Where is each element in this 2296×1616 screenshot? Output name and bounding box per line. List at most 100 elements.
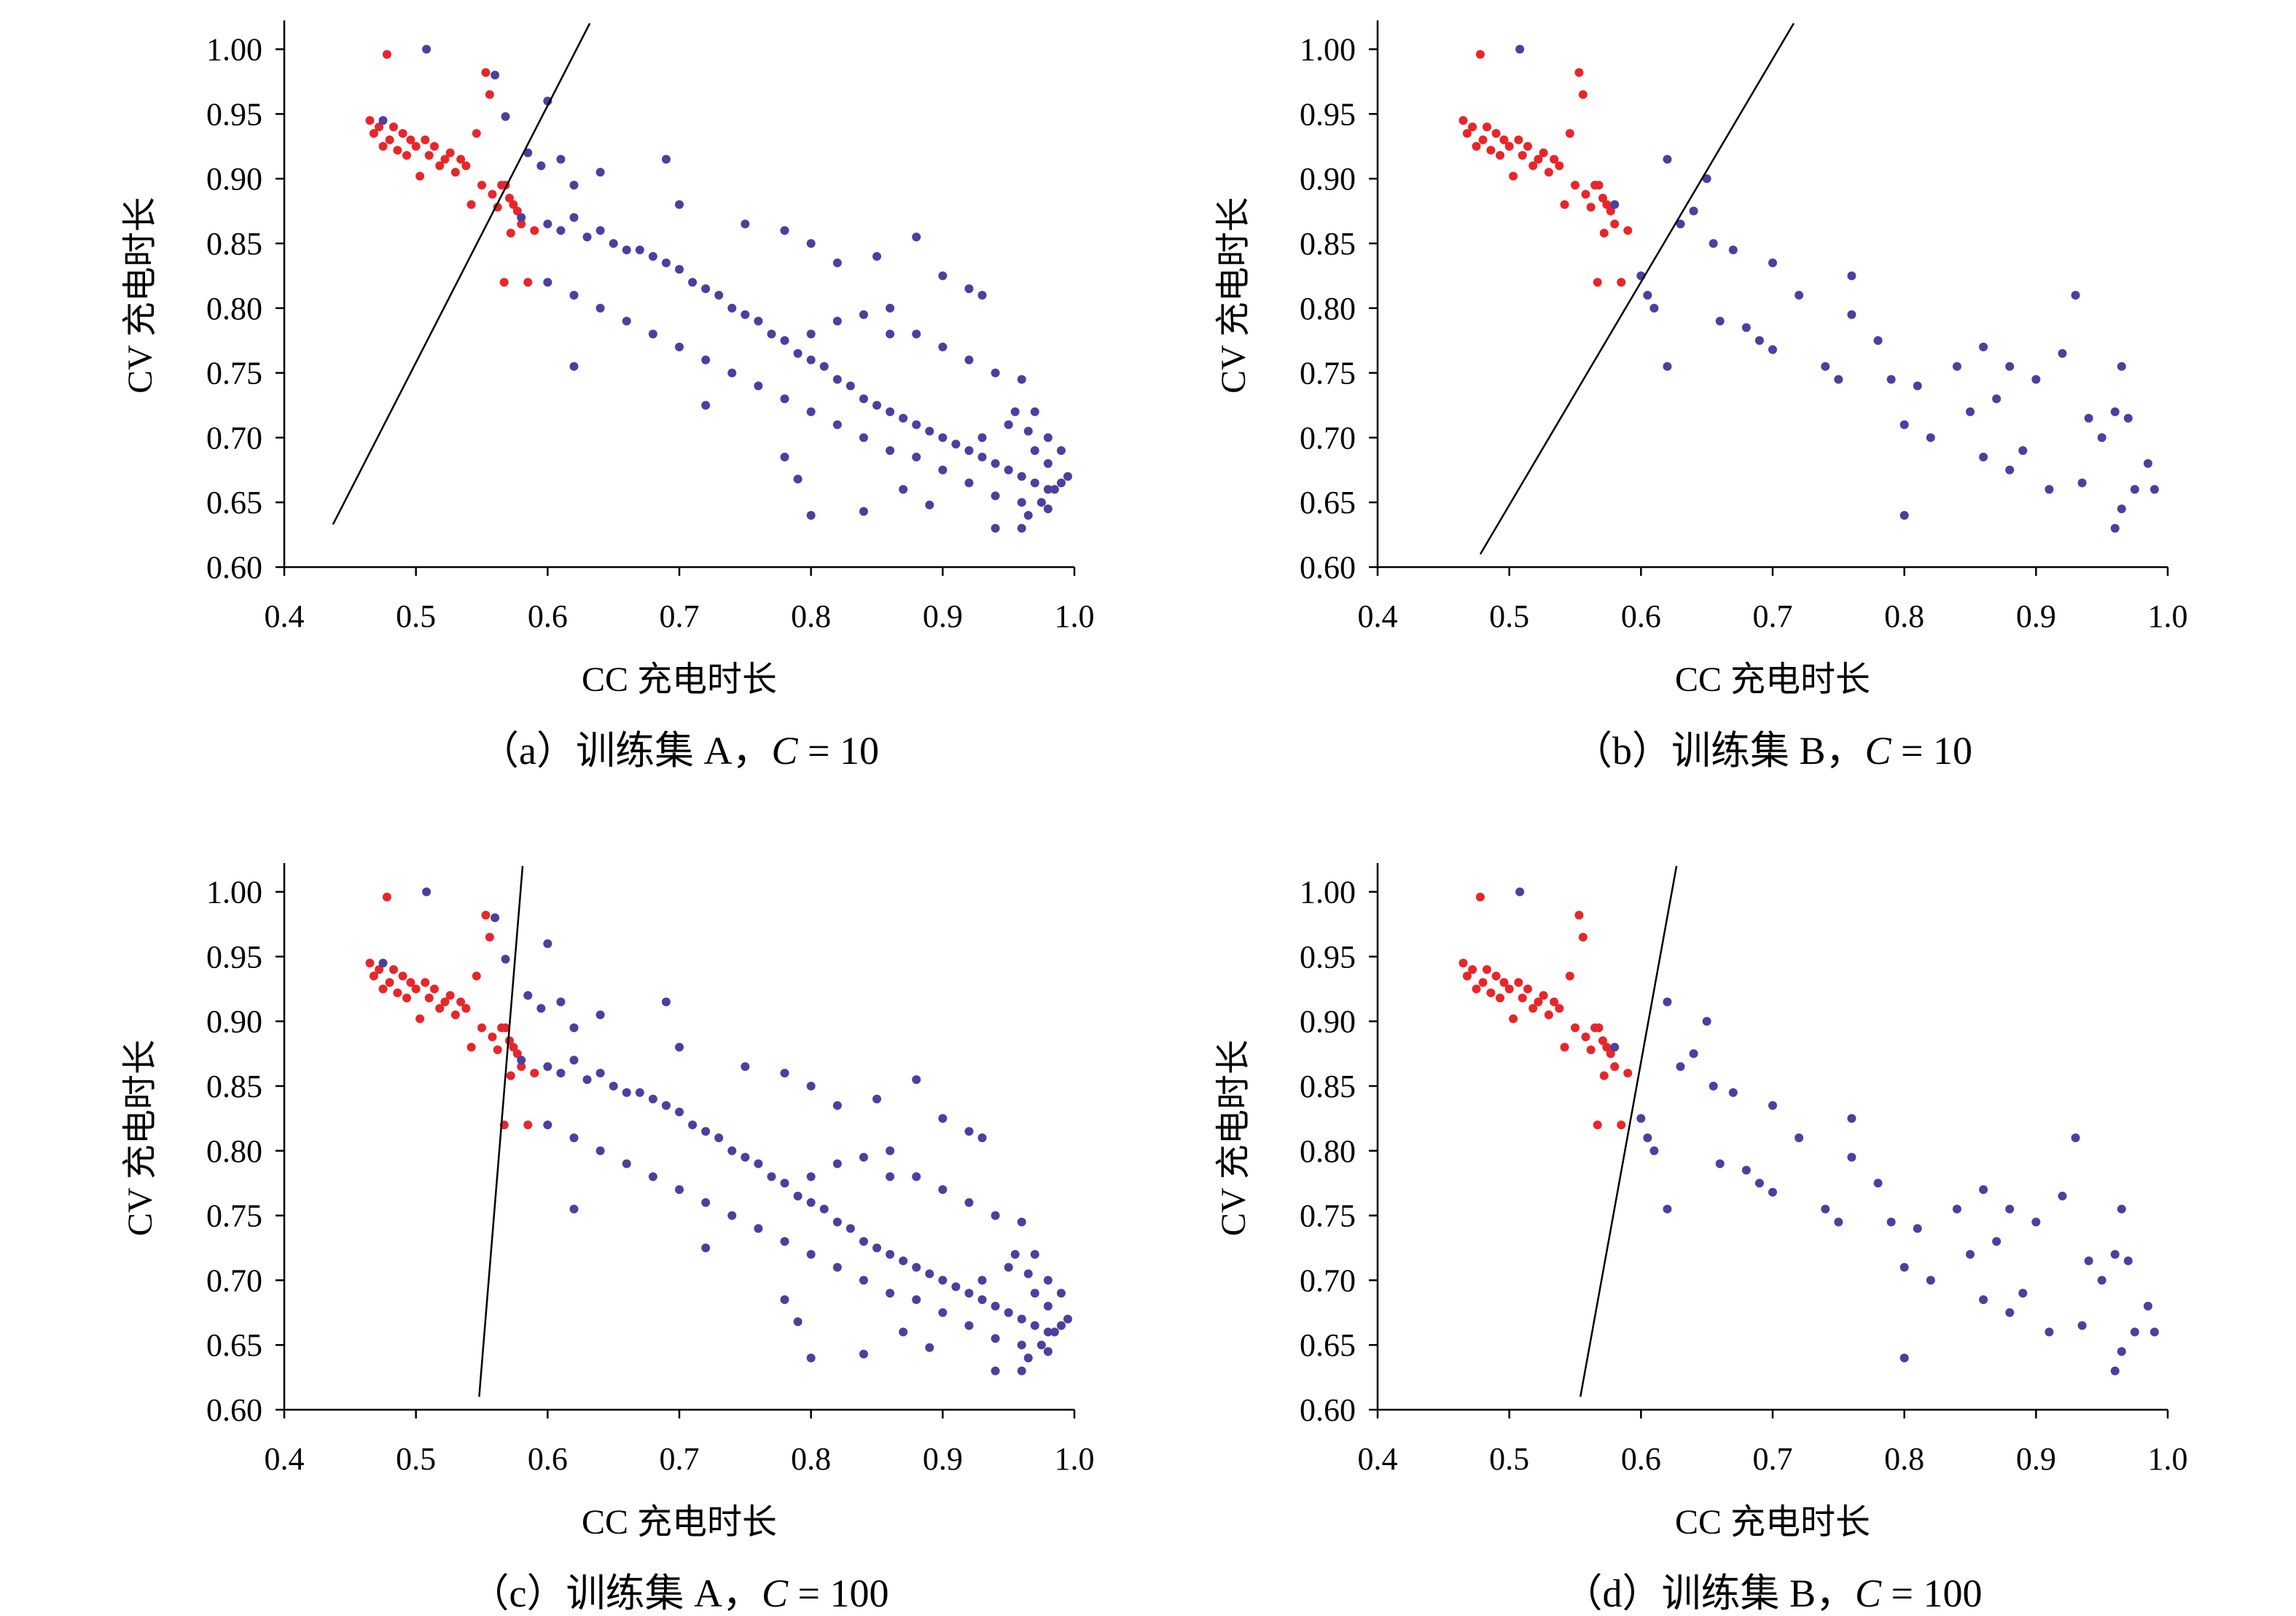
scatter-point-class-blue <box>964 478 974 488</box>
scatter-point-class-blue <box>701 1243 711 1252</box>
scatter-point-class-red <box>1594 1023 1604 1033</box>
scatter-point-class-red <box>466 200 476 209</box>
x-tick-label: 0.4 <box>265 598 305 634</box>
scatter-point-class-blue <box>701 400 711 410</box>
scatter-point-class-blue <box>1702 174 1711 184</box>
scatter-point-class-blue <box>543 1062 552 1072</box>
scatter-point-class-blue <box>899 1327 908 1337</box>
scatter-point-class-blue <box>991 1334 1000 1343</box>
scatter-point-class-blue <box>1010 1249 1020 1259</box>
scatter-point-class-blue <box>1017 523 1026 533</box>
scatter-point-class-red <box>472 128 481 138</box>
scatter-point-class-blue <box>938 465 948 475</box>
scatter-point-class-blue <box>1768 1187 1777 1197</box>
scatter-point-class-red <box>1602 200 1612 209</box>
scatter-point-class-blue <box>886 407 895 416</box>
scatter-point-class-blue <box>925 500 934 510</box>
scatter-point-class-blue <box>1043 1347 1053 1357</box>
x-tick-label: 1.0 <box>2148 1441 2188 1477</box>
scatter-point-class-blue <box>977 453 987 462</box>
scatter-point-class-blue <box>2058 348 2067 358</box>
scatter-point-class-blue <box>1768 345 1777 354</box>
scatter-point-class-blue <box>846 1224 855 1233</box>
scatter-point-class-red <box>1523 984 1532 994</box>
y-tick-label: 0.75 <box>1300 1198 1356 1234</box>
scatter-point-class-blue <box>793 1191 803 1201</box>
scatter-point-class-blue <box>938 433 948 442</box>
scatter-point-class-blue <box>596 1146 605 1155</box>
scatter-point-class-blue <box>569 1133 579 1142</box>
scatter-point-class-red <box>488 1032 497 1042</box>
scatter-point-class-blue <box>938 343 948 352</box>
scatter-point-class-blue <box>991 368 1000 378</box>
caption-part: = 10 <box>1891 729 1972 773</box>
scatter-point-class-red <box>1555 1004 1564 1013</box>
scatter-point-class-blue <box>727 303 737 313</box>
y-tick-label: 0.60 <box>206 550 262 585</box>
scatter-point-class-blue <box>991 458 1000 468</box>
x-axis-label: CC 充电时长 <box>1675 660 1870 699</box>
scatter-point-class-blue <box>1992 1237 2002 1246</box>
scatter-point-class-blue <box>1689 206 1698 216</box>
scatter-point-class-blue <box>806 407 816 416</box>
scatter-point-class-blue <box>1056 1321 1066 1330</box>
scatter-point-class-red <box>1468 965 1477 975</box>
scatter-point-class-red <box>1539 991 1548 1000</box>
scatter-point-class-red <box>517 219 526 229</box>
scatter-point-class-blue <box>556 155 566 164</box>
caption-part: C <box>1865 729 1892 773</box>
scatter-point-class-blue <box>806 1081 816 1090</box>
scatter-point-class-blue <box>648 1094 657 1104</box>
scatter-point-class-red <box>1462 128 1472 138</box>
scatter-point-class-blue <box>832 316 842 326</box>
scatter-point-class-blue <box>819 362 829 371</box>
scatter-point-class-blue <box>912 420 921 429</box>
scatter-point-class-blue <box>912 233 921 242</box>
scatter-point-class-blue <box>582 1075 592 1085</box>
scatter-point-class-red <box>1496 151 1505 160</box>
scatter-point-class-red <box>1504 141 1514 151</box>
scatter-point-class-red <box>421 977 430 987</box>
scatter-point-class-blue <box>754 1159 763 1168</box>
scatter-point-class-blue <box>991 1366 1000 1375</box>
x-axis-label: CC 充电时长 <box>582 1503 777 1542</box>
scatter-point-class-blue <box>2149 485 2159 494</box>
scatter-point-class-blue <box>1643 291 1652 300</box>
scatter-point-class-blue <box>2117 504 2126 514</box>
y-tick-label: 0.80 <box>206 291 262 327</box>
scatter-point-class-blue <box>596 1069 605 1078</box>
scatter-point-class-blue <box>1926 433 1935 442</box>
scatter-point-class-blue <box>543 939 552 948</box>
scatter-point-class-red <box>1617 1120 1626 1130</box>
scatter-point-class-blue <box>859 507 868 516</box>
scatter-point-class-blue <box>609 1081 618 1090</box>
scatter-point-class-blue <box>2005 1308 2015 1317</box>
scatter-point-class-red <box>385 977 394 987</box>
scatter-point-class-blue <box>2005 362 2015 371</box>
x-tick-label: 1.0 <box>1055 598 1095 634</box>
scatter-point-class-red <box>481 68 491 77</box>
scatter-point-class-blue <box>661 1101 671 1110</box>
scatter-point-class-blue <box>991 1301 1000 1311</box>
scatter-point-class-blue <box>819 1204 829 1214</box>
scatter-point-class-blue <box>1676 1062 1685 1072</box>
scatter-point-class-blue <box>2084 1256 2093 1265</box>
scatter-point-class-blue <box>1043 1276 1053 1285</box>
scatter-point-class-blue <box>1643 1133 1652 1142</box>
scatter-point-class-red <box>411 141 421 151</box>
scatter-point-class-red <box>461 161 471 171</box>
scatter-point-class-blue <box>964 1289 974 1298</box>
scatter-point-class-red <box>1593 1120 1602 1130</box>
scatter-point-class-blue <box>648 1172 657 1182</box>
scatter-point-class-blue <box>1821 362 1830 371</box>
scatter-point-class-blue <box>1873 336 1883 346</box>
scatter-point-class-red <box>1509 1014 1518 1023</box>
scatter-point-class-blue <box>596 168 605 177</box>
scatter-point-class-blue <box>556 226 566 235</box>
x-tick-label: 1.0 <box>1055 1441 1095 1477</box>
scatter-point-class-red <box>1586 203 1596 212</box>
scatter-point-class-blue <box>2143 1301 2152 1311</box>
scatter-point-class-red <box>435 1004 445 1013</box>
scatter-point-class-red <box>1482 122 1491 132</box>
scatter-point-class-red <box>406 135 415 144</box>
